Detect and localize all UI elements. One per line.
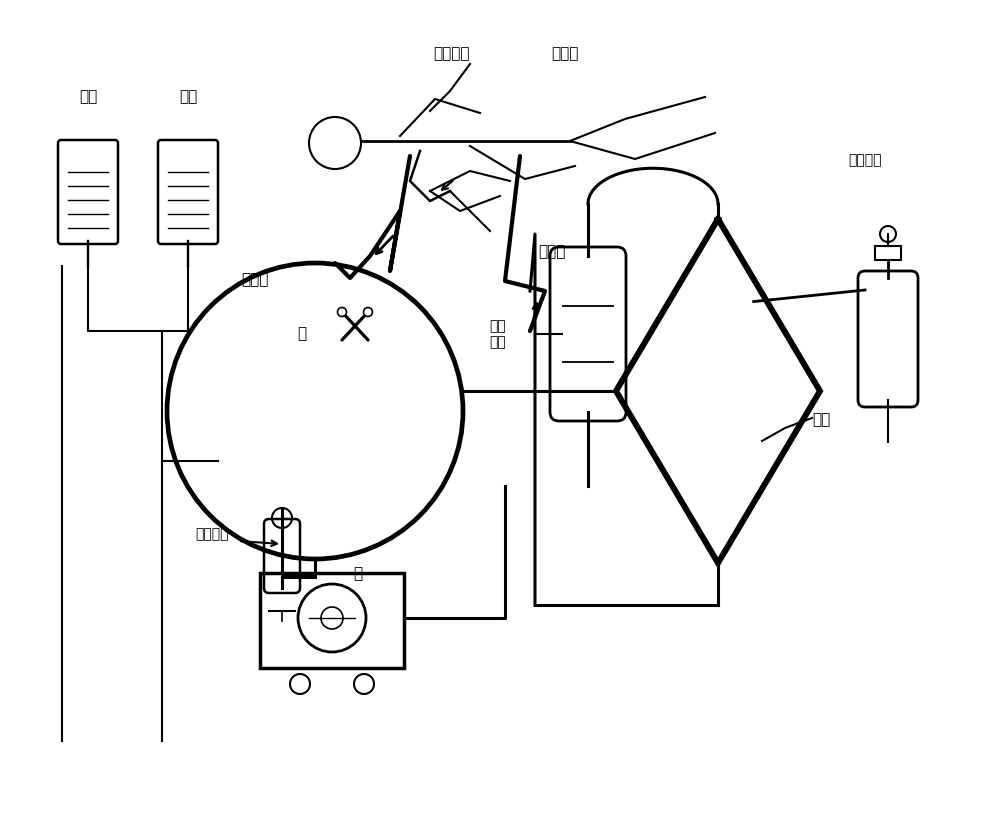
Text: 桥: 桥: [297, 326, 307, 341]
Circle shape: [338, 308, 347, 317]
Text: 反馈调节: 反馈调节: [195, 527, 229, 541]
Text: 引流血: 引流血: [241, 272, 269, 287]
Text: 液体: 液体: [79, 89, 97, 104]
Text: 氧供气流: 氧供气流: [848, 153, 882, 167]
Text: 膜肺: 膜肺: [812, 412, 830, 427]
Circle shape: [364, 308, 373, 317]
Text: 热变
换器: 热变 换器: [490, 319, 506, 349]
Text: 主动脉弓: 主动脉弓: [434, 46, 470, 61]
Text: 泵: 泵: [353, 566, 363, 581]
Text: 灌注血: 灌注血: [538, 244, 566, 259]
Text: 肝素: 肝素: [179, 89, 197, 104]
Circle shape: [321, 607, 343, 629]
Text: 右心房: 右心房: [551, 46, 579, 61]
